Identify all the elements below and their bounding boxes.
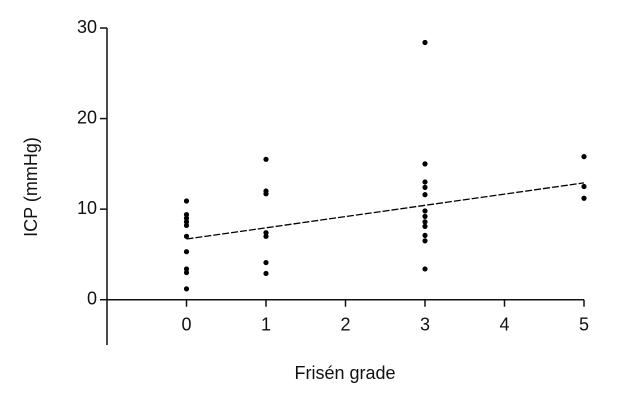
y-tick-label: 0 — [87, 288, 97, 308]
x-tick-label: 2 — [340, 314, 350, 334]
x-axis-label: Frisén grade — [294, 363, 395, 383]
point — [422, 223, 428, 229]
point — [422, 184, 428, 191]
point — [422, 219, 428, 225]
point — [183, 211, 190, 218]
point — [422, 179, 428, 185]
point — [183, 249, 190, 255]
x-tick-label: 1 — [261, 314, 271, 334]
point — [422, 161, 428, 167]
point — [263, 270, 269, 277]
x-tick-label: 0 — [181, 314, 191, 334]
x-tick-label: 5 — [579, 314, 589, 334]
y-axis-label: ICP (mmHg) — [21, 137, 41, 237]
fit-line — [186, 182, 585, 240]
point — [183, 266, 190, 272]
point — [422, 192, 428, 198]
point — [422, 213, 428, 219]
point — [263, 259, 269, 266]
y-tick-label: 30 — [77, 17, 97, 37]
y-tick-label: 20 — [77, 107, 97, 127]
point — [183, 222, 190, 229]
point — [183, 286, 190, 292]
point — [422, 208, 428, 214]
point — [183, 269, 190, 276]
point — [581, 195, 587, 201]
point — [263, 191, 269, 197]
point — [422, 232, 428, 239]
point — [183, 198, 190, 204]
point — [263, 230, 269, 236]
point — [422, 39, 428, 46]
point — [422, 266, 428, 272]
x-tick-label: 4 — [499, 314, 509, 334]
point — [422, 238, 428, 244]
point — [183, 233, 190, 239]
point — [263, 233, 269, 239]
x-tick-label: 3 — [420, 314, 430, 334]
point — [183, 219, 190, 225]
point — [183, 215, 190, 221]
point — [581, 154, 587, 160]
point — [581, 183, 587, 190]
y-tick-label: 10 — [77, 198, 97, 218]
point — [263, 156, 269, 162]
